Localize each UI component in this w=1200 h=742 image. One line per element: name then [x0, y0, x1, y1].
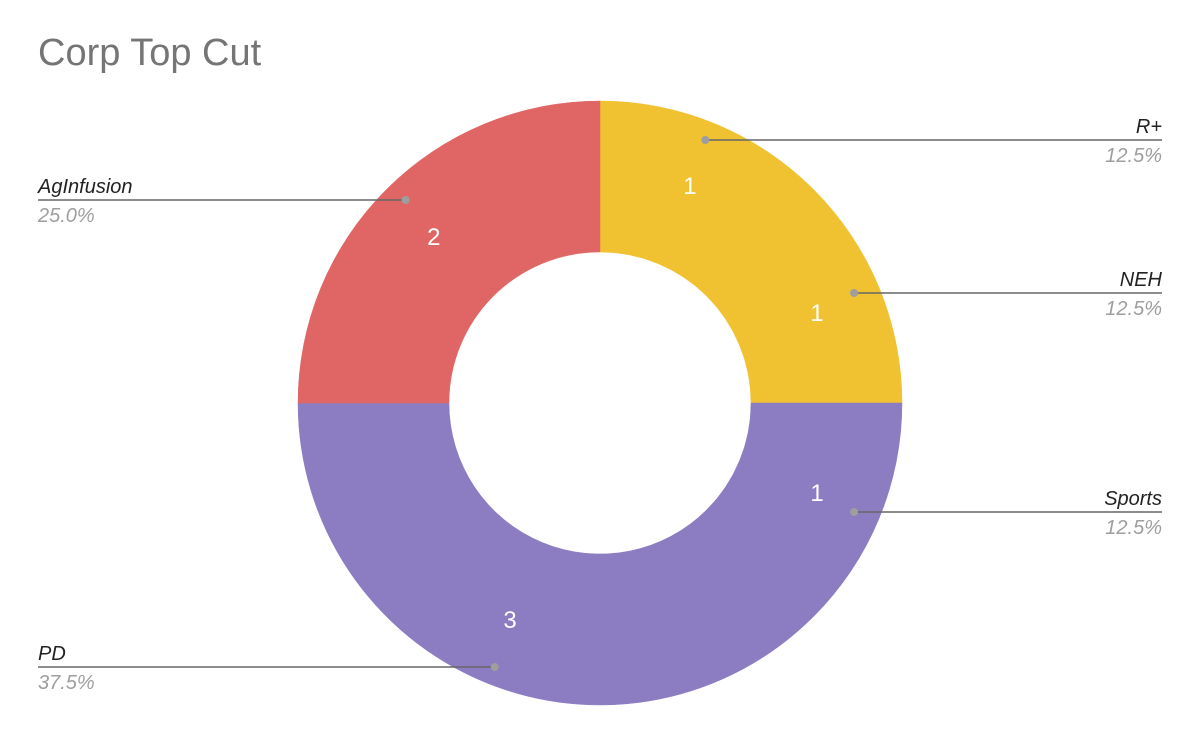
slice-percent-r: 12.5%: [1105, 145, 1162, 167]
leader-labels-group: R+ 12.5% NEH 12.5% Sports 12.5% PD 37.5% AgInfus…: [37, 116, 1163, 694]
slice-percent-pd: 37.5%: [38, 672, 95, 694]
leader-dot-aginfusion: [401, 196, 410, 204]
leader-dot-pd: [490, 663, 499, 671]
chart-title: Corp Top Cut: [38, 32, 262, 74]
slice-name-sports: Sports: [1104, 488, 1162, 510]
leader-dot-r: [701, 136, 710, 144]
slice-r[interactable]: [599, 100, 814, 297]
slices-group: [297, 100, 903, 706]
slice-sports[interactable]: [706, 402, 903, 617]
slice-percent-neh: 12.5%: [1105, 298, 1162, 320]
slice-name-aginfusion: AgInfusion: [37, 176, 133, 198]
slice-name-neh: NEH: [1120, 269, 1163, 291]
leader-dot-sports: [850, 508, 859, 516]
leader-dot-neh: [850, 289, 859, 297]
value-labels-group: 1 1 1 3 2: [427, 173, 824, 634]
slice-percent-aginfusion: 25.0%: [37, 205, 95, 227]
slice-neh[interactable]: [706, 189, 903, 404]
slice-name-pd: PD: [38, 643, 66, 665]
slice-percent-sports: 12.5%: [1105, 517, 1162, 539]
value-label-sports: 1: [810, 480, 823, 507]
value-label-r: 1: [683, 173, 696, 200]
value-label-neh: 1: [810, 300, 823, 327]
slice-pd[interactable]: [297, 402, 814, 706]
slice-name-r: R+: [1136, 116, 1162, 138]
value-label-aginfusion: 2: [427, 224, 440, 251]
slice-aginfusion[interactable]: [297, 100, 601, 404]
value-label-pd: 3: [503, 607, 516, 634]
